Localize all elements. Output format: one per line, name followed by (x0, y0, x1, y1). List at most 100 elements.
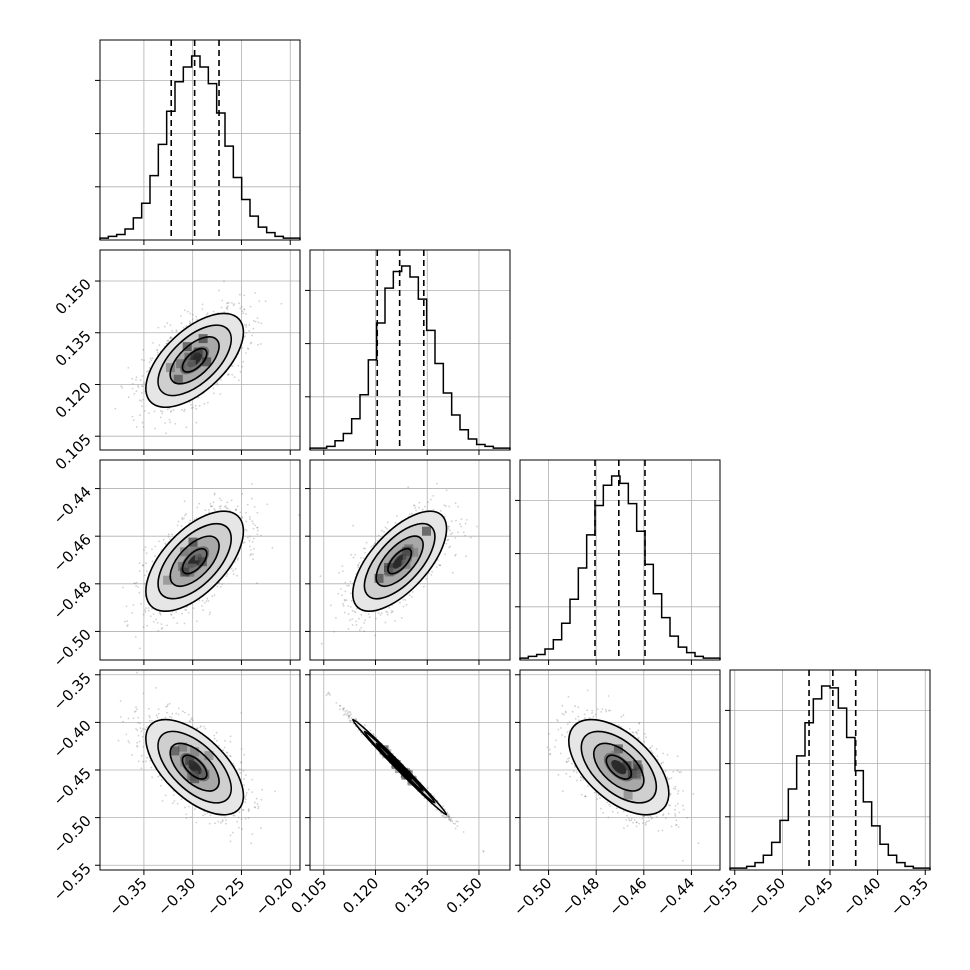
density-block (202, 357, 212, 367)
density-layer (114, 280, 283, 435)
density-block (184, 352, 194, 362)
scatter-panel-1-3: 0.105 0.120 0.135 0.150 (288, 669, 511, 917)
x-tick-label: −0.25 (203, 874, 248, 919)
density-block (193, 347, 203, 357)
x-tick-label: 0.135 (391, 874, 434, 917)
density-block (180, 757, 190, 767)
histogram-step (729, 685, 931, 870)
panel-frame (99, 249, 301, 451)
histogram-step (309, 265, 511, 450)
x-tick-label: 0.105 (288, 874, 331, 917)
scatter-panel-0-1: 0.105 0.120 0.135 0.150 (52, 249, 301, 473)
density-block (622, 761, 632, 771)
contour-line (181, 754, 208, 780)
scatter-panel-0-2: −0.50−0.48−0.46−0.44 (50, 459, 301, 671)
panel-background (520, 460, 720, 660)
density-block (374, 573, 384, 583)
contour-line (169, 535, 220, 587)
panel-frame (99, 459, 301, 661)
density-block (613, 744, 623, 754)
y-tick-label: −0.35 (50, 669, 95, 714)
y-tick-label: −0.50 (50, 626, 95, 671)
x-tick-label: −0.35 (887, 874, 932, 919)
x-tick-label: 0.120 (339, 874, 382, 917)
x-tick-label: −0.50 (744, 874, 789, 919)
y-tick-label: 0.105 (52, 430, 95, 473)
y-tick-label: −0.55 (50, 859, 95, 904)
panel-frame (309, 459, 511, 661)
y-tick-label: −0.50 (50, 812, 95, 857)
density-block (402, 552, 412, 562)
contour-line (387, 547, 413, 575)
contour-line (145, 510, 245, 612)
density-block (402, 546, 412, 556)
histogram-panel-0 (95, 39, 301, 245)
density-block (200, 769, 210, 779)
x-tick-label: −0.55 (696, 874, 741, 919)
density-layer (117, 671, 277, 845)
contour-line (605, 754, 633, 780)
y-tick-label: 0.135 (52, 327, 95, 370)
density-block (186, 359, 196, 369)
contour-line (363, 730, 436, 804)
histogram-step (519, 475, 721, 660)
density-block (197, 557, 207, 567)
x-tick-label: −0.50 (510, 874, 555, 919)
contour-line (169, 336, 220, 385)
density-block (178, 742, 187, 752)
density-fill (611, 760, 627, 775)
x-tick-label: −0.30 (154, 874, 199, 919)
contour-line (157, 522, 233, 600)
density-block (189, 770, 199, 780)
contour-line (181, 347, 208, 373)
histogram-step (99, 55, 301, 240)
density-block (190, 747, 200, 757)
density-block (194, 551, 204, 561)
contour-line (157, 730, 233, 804)
contour-line (375, 535, 424, 587)
density-block (170, 746, 180, 756)
panel-frame (309, 249, 511, 451)
contour-line (580, 730, 658, 804)
density-block (632, 770, 642, 780)
x-tick-label: −0.40 (839, 874, 884, 919)
y-tick-label: 0.150 (52, 275, 95, 318)
density-block (180, 567, 190, 577)
contour-line (363, 522, 436, 600)
panel-frame (99, 669, 301, 871)
x-tick-label: −0.46 (605, 874, 650, 919)
scatter-panel-1-2 (305, 459, 511, 665)
contour-line (568, 718, 670, 816)
density-block (173, 374, 183, 384)
density-block (163, 575, 173, 585)
panel-frame (729, 669, 931, 871)
density-block (180, 547, 190, 557)
contour-line (169, 742, 220, 792)
scatter-panel-0-3: −0.35 −0.30 −0.25 −0.20−0.55−0.50−0.45−0.40… (50, 669, 301, 919)
density-block (632, 760, 642, 770)
x-tick-label: −0.44 (653, 874, 698, 919)
contour-line (351, 718, 448, 816)
density-layer (319, 482, 478, 645)
histogram-panel-1 (305, 249, 511, 455)
density-block (176, 359, 186, 369)
x-tick-label: −0.45 (792, 874, 837, 919)
density-block (185, 756, 195, 766)
density-layer (325, 691, 485, 853)
density-block (623, 790, 633, 800)
x-tick-label: 0.150 (443, 874, 486, 917)
density-layer (546, 689, 700, 862)
density-block (204, 751, 214, 761)
y-tick-label: −0.40 (50, 716, 95, 761)
density-block (190, 352, 200, 362)
contour-line (157, 324, 233, 397)
contour-line (375, 742, 424, 792)
panel-background (310, 250, 510, 450)
y-tick-label: −0.45 (50, 764, 95, 809)
density-block (187, 563, 197, 573)
histogram-panel-3: −0.55 −0.50 −0.45 −0.40 −0.35 (696, 669, 932, 919)
contour-line (351, 510, 448, 612)
x-tick-label: −0.35 (105, 874, 150, 919)
contour-line (181, 547, 208, 575)
